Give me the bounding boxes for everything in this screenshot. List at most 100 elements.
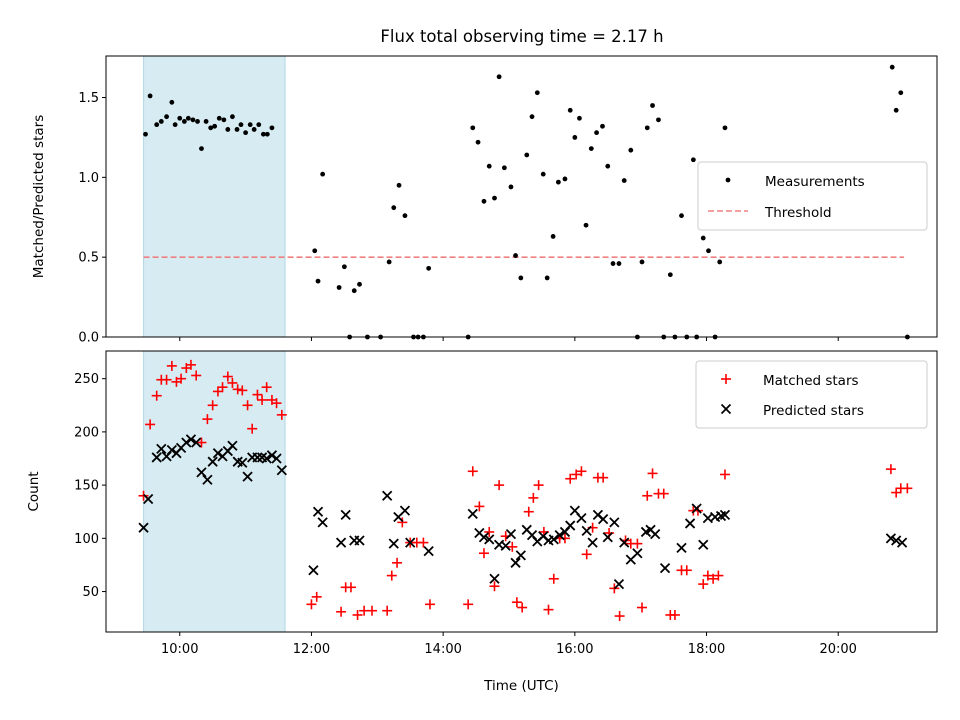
- measurement-point: [357, 281, 362, 287]
- top-x-ticks: [179, 337, 839, 341]
- measurement-point: [351, 288, 357, 294]
- measurement-point: [898, 90, 904, 96]
- y-tick-label: 1.5: [78, 91, 99, 106]
- matched-star-point: [581, 549, 592, 560]
- measurement-point: [722, 125, 728, 131]
- predicted-star-point: [650, 528, 661, 540]
- ratio-panel: 0.0 0.5 1.0 1.5 Matched/Predicted stars Mea…: [31, 55, 938, 346]
- predicted-star-point: [619, 537, 630, 548]
- measurement-point: [185, 115, 191, 121]
- predicted-star-point: [576, 512, 587, 524]
- y-tick-label: 150: [74, 479, 99, 494]
- x-tick-label: 10:00: [161, 642, 198, 657]
- matched-star-point: [571, 469, 582, 480]
- y-tick-label: 50: [82, 585, 99, 600]
- predicted-star-point: [467, 508, 478, 519]
- predicted-star-point: [399, 505, 411, 516]
- matched-star-point: [484, 526, 495, 537]
- matched-star-point: [658, 488, 669, 499]
- x-tick-label: 14:00: [424, 642, 461, 657]
- measurement-point: [600, 123, 605, 129]
- matched-star-point: [151, 390, 162, 401]
- predicted-star-point: [684, 518, 696, 529]
- measurement-point: [470, 125, 476, 131]
- bottom-y-ticks: 50 100 150 200 250: [74, 372, 106, 600]
- predicted-star-point: [143, 493, 154, 505]
- measurement-point: [572, 135, 578, 140]
- predicted-star-point: [242, 471, 253, 482]
- predicted-star-point: [659, 562, 671, 574]
- observing-window-highlight: [143, 350, 286, 633]
- count-points: [138, 359, 913, 622]
- matched-star-point: [367, 605, 378, 616]
- matched-star-point: [196, 437, 207, 448]
- measurement-point: [212, 123, 218, 129]
- matched-star-point: [161, 374, 172, 385]
- matched-star-point: [902, 483, 913, 494]
- measurement-point: [544, 275, 550, 281]
- matched-star-point: [185, 359, 196, 370]
- measurement-point: [583, 222, 589, 228]
- measurement-point: [679, 213, 684, 219]
- legend-frame: [695, 360, 928, 429]
- predicted-star-point: [405, 537, 416, 548]
- predicted-star-point: [166, 444, 177, 456]
- measurement-point: [147, 93, 153, 99]
- measurement-point: [234, 127, 240, 132]
- matched-star-point: [637, 602, 648, 613]
- matched-star-point: [474, 501, 485, 512]
- measurement-point: [475, 139, 481, 145]
- matched-star-point: [543, 604, 554, 615]
- predicted-star-point: [276, 465, 287, 476]
- matched-star-point: [463, 599, 474, 610]
- legend-label: Matched stars: [763, 373, 859, 389]
- predicted-star-point: [335, 537, 347, 548]
- predicted-star-point: [271, 453, 282, 464]
- measurement-point: [717, 259, 723, 265]
- matched-star-point: [397, 517, 408, 528]
- top-axes-frame: [105, 55, 938, 338]
- measurement-point: [391, 205, 397, 211]
- matched-star-point: [424, 599, 435, 610]
- measurement-point: [518, 275, 524, 281]
- measurement-point: [169, 99, 175, 105]
- measurement-point: [524, 152, 530, 158]
- predicted-star-point: [609, 517, 620, 528]
- measurement-point: [181, 119, 187, 124]
- predicted-star-point: [138, 522, 149, 533]
- measurement-point: [396, 182, 402, 188]
- x-tick-label: 20:00: [819, 642, 856, 657]
- matched-star-point: [507, 541, 518, 552]
- measurement-point: [486, 163, 492, 169]
- measurement-point: [312, 248, 318, 254]
- measurement-point: [158, 119, 164, 124]
- predicted-star-point: [185, 434, 197, 445]
- matched-star-point: [614, 611, 625, 622]
- measurement-point: [588, 146, 594, 152]
- legend-label: Measurements: [765, 174, 865, 190]
- matched-star-point: [207, 400, 218, 411]
- matched-star-point: [478, 548, 489, 559]
- predicted-star-point: [632, 548, 643, 559]
- legend-label: Predicted stars: [763, 403, 864, 419]
- predicted-star-point: [515, 550, 526, 561]
- predicted-star-point: [266, 450, 278, 461]
- matched-star-point: [222, 371, 233, 382]
- matched-star-point: [232, 384, 243, 395]
- measurement-point: [513, 253, 518, 258]
- matched-star-point: [392, 557, 403, 568]
- matched-star-point: [681, 565, 692, 576]
- predicted-star-point: [885, 533, 897, 544]
- measurement-point: [221, 117, 227, 123]
- bottom-y-axis-label: Count: [26, 471, 42, 511]
- measurement-point: [203, 119, 209, 124]
- measurement-point: [496, 74, 502, 80]
- matched-star-point: [548, 573, 559, 584]
- measurement-point: [650, 103, 655, 108]
- measurement-point: [690, 157, 696, 163]
- matched-star-point: [252, 389, 263, 400]
- measurement-point: [195, 119, 200, 124]
- measurement-point: [562, 176, 568, 182]
- predicted-star-point: [388, 538, 399, 549]
